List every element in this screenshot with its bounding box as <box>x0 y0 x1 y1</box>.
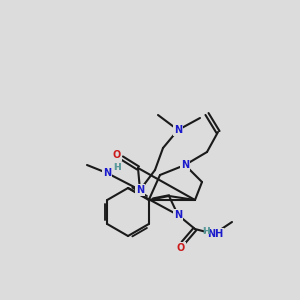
Text: O: O <box>177 243 185 253</box>
Text: N: N <box>136 185 144 195</box>
Text: O: O <box>113 150 121 160</box>
Text: N: N <box>103 168 111 178</box>
Text: H: H <box>113 164 121 172</box>
Text: N: N <box>174 210 182 220</box>
Text: H: H <box>202 226 210 236</box>
Text: NH: NH <box>207 229 223 239</box>
Text: N: N <box>136 185 144 195</box>
Text: O: O <box>113 150 121 160</box>
Text: N: N <box>181 160 189 170</box>
Text: H: H <box>202 226 210 236</box>
Text: N: N <box>174 125 182 135</box>
Text: N: N <box>174 125 182 135</box>
Text: H: H <box>113 164 121 172</box>
Text: N: N <box>103 168 111 178</box>
Text: O: O <box>177 243 185 253</box>
Text: NH: NH <box>207 229 223 239</box>
